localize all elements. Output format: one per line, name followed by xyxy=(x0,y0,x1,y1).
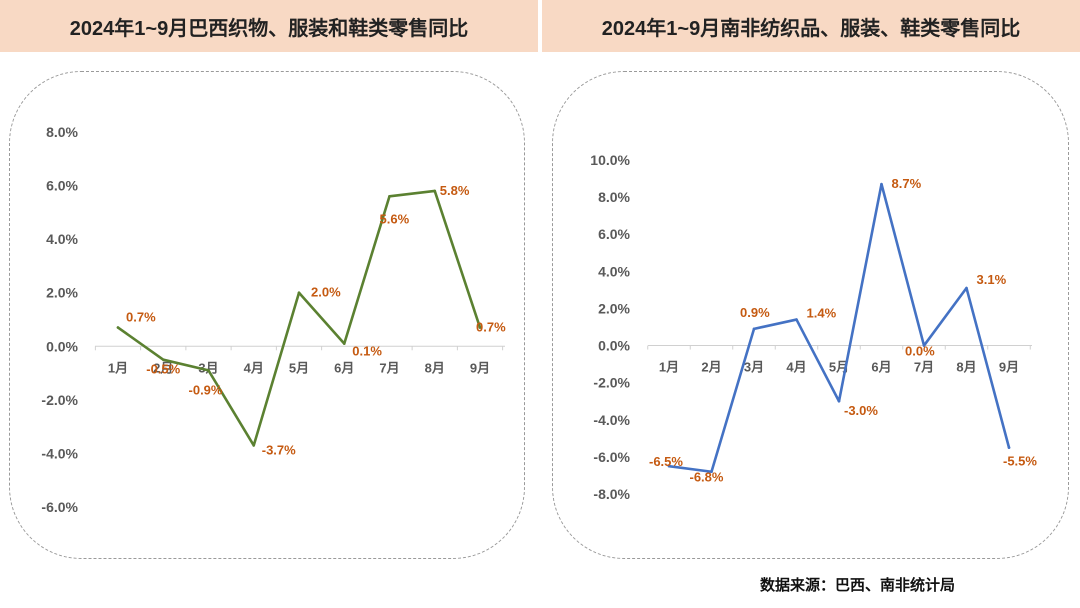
brazil-xtick-label: 9月 xyxy=(470,360,490,375)
brazil-data-label: 5.8% xyxy=(440,183,470,198)
south-africa-xtick-label: 7月 xyxy=(914,360,934,375)
brazil-xtick-label: 2月 xyxy=(153,360,173,375)
south-africa-data-label: 3.1% xyxy=(977,272,1007,287)
brazil-data-label: -3.7% xyxy=(262,442,296,457)
brazil-ytick-label: -2.0% xyxy=(41,392,78,408)
south-africa-ytick-label: 4.0% xyxy=(598,263,630,279)
south-africa-data-label: -3.0% xyxy=(844,403,878,418)
brazil-data-point xyxy=(252,444,256,447)
south-africa-data-point xyxy=(752,327,756,331)
brazil-xtick-label: 8月 xyxy=(425,360,445,375)
brazil-chart-panel xyxy=(9,71,525,559)
south-africa-data-label: 8.7% xyxy=(892,176,922,191)
south-africa-data-label: -6.8% xyxy=(690,470,724,485)
south-africa-ytick-label: 8.0% xyxy=(598,189,630,205)
brazil-data-label: 0.7% xyxy=(476,320,506,335)
brazil-data-point xyxy=(207,369,210,372)
south-africa-data-point xyxy=(1007,446,1011,449)
brazil-data-point xyxy=(388,194,391,198)
brazil-xtick-label: 4月 xyxy=(244,360,264,375)
brazil-ytick-label: 4.0% xyxy=(46,231,78,247)
brazil-data-label: -0.9% xyxy=(189,382,223,397)
south-africa-series-line xyxy=(667,182,1011,474)
brazil-data-label: 2.0% xyxy=(311,285,341,300)
south-africa-data-point xyxy=(880,182,883,186)
brazil-data-point xyxy=(433,189,437,193)
brazil-data-point xyxy=(297,291,301,295)
brazil-series-line xyxy=(116,189,482,447)
brazil-data-label: -0.5% xyxy=(146,362,180,377)
brazil-data-label: 0.1% xyxy=(352,344,382,359)
brazil-xtick-label: 3月 xyxy=(198,360,218,375)
brazil-ytick-label: -4.0% xyxy=(41,445,78,461)
south-africa-data-point xyxy=(795,318,798,321)
brazil-data-point xyxy=(116,326,120,329)
south-africa-ytick-label: 10.0% xyxy=(590,152,630,168)
brazil-ytick-label: -6.0% xyxy=(41,499,78,515)
south-africa-xtick-label: 4月 xyxy=(786,360,806,375)
brazil-data-label: 5.6% xyxy=(380,211,410,226)
south-africa-data-point xyxy=(710,470,713,474)
south-africa-data-point xyxy=(922,344,926,347)
south-africa-data-label: 0.9% xyxy=(740,305,770,320)
south-africa-ytick-label: -4.0% xyxy=(593,412,630,428)
south-africa-ytick-label: 2.0% xyxy=(598,300,630,316)
south-africa-data-label: -6.5% xyxy=(649,454,683,469)
south-africa-data-point xyxy=(837,399,841,403)
south-africa-xtick-label: 9月 xyxy=(999,360,1019,375)
south-africa-chart-panel xyxy=(552,71,1069,559)
brazil-data-label: 0.7% xyxy=(126,310,156,325)
brazil-data-point xyxy=(161,358,165,361)
brazil-data-point xyxy=(478,326,482,329)
brazil-xtick-label: 7月 xyxy=(379,360,399,375)
right-chart-title: 2024年1~9月南非纺织品、服装、鞋类零售同比 xyxy=(542,0,1080,52)
brazil-ytick-label: 6.0% xyxy=(46,178,78,194)
south-africa-data-label: 0.0% xyxy=(905,344,935,359)
brazil-ytick-label: 2.0% xyxy=(46,285,78,301)
south-africa-ytick-label: -6.0% xyxy=(593,449,630,465)
south-africa-data-point xyxy=(965,286,968,290)
south-africa-ytick-label: 0.0% xyxy=(598,338,630,354)
left-chart-title: 2024年1~9月巴西织物、服装和鞋类零售同比 xyxy=(0,0,538,52)
south-africa-ytick-label: -8.0% xyxy=(593,486,630,502)
south-africa-data-point xyxy=(667,464,671,468)
data-source-note: 数据来源：巴西、南非统计局 xyxy=(760,577,956,594)
brazil-xtick-label: 6月 xyxy=(334,360,354,375)
south-africa-ytick-label: -2.0% xyxy=(593,375,630,391)
brazil-data-point xyxy=(342,342,346,345)
brazil-ytick-label: 0.0% xyxy=(46,338,78,354)
south-africa-ytick-label: 6.0% xyxy=(598,226,630,242)
brazil-xtick-label: 1月 xyxy=(108,360,128,375)
brazil-ytick-label: 8.0% xyxy=(46,124,78,140)
south-africa-xtick-label: 6月 xyxy=(871,360,891,375)
south-africa-data-label: 1.4% xyxy=(807,306,837,321)
south-africa-xtick-label: 3月 xyxy=(744,360,764,375)
south-africa-data-label: -5.5% xyxy=(1003,454,1037,469)
south-africa-xtick-label: 2月 xyxy=(701,360,721,375)
brazil-xtick-label: 5月 xyxy=(289,360,309,375)
south-africa-xtick-label: 1月 xyxy=(659,360,679,375)
south-africa-xtick-label: 8月 xyxy=(956,360,976,375)
